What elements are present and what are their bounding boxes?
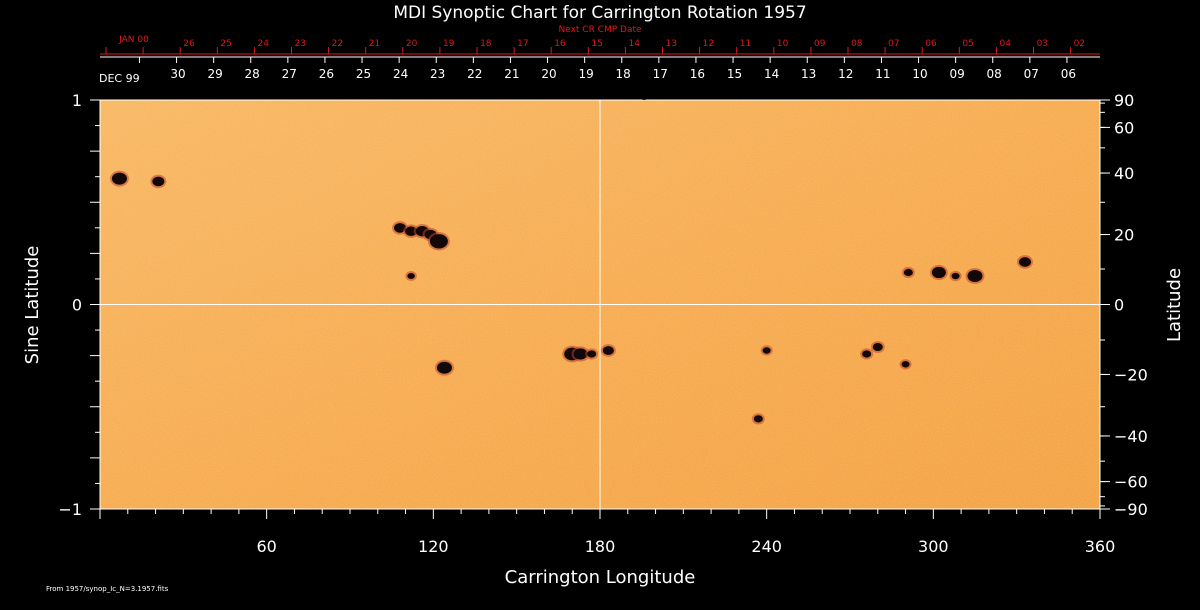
cmp-date-label: 23 [430,67,445,81]
cmp-date-label: 27 [282,67,297,81]
cmp-date-label: 16 [690,67,705,81]
black-axis-first-label: DEC 99 [99,72,140,85]
sunspot [762,347,771,354]
next-cr-date-label: 21 [369,39,380,49]
y-right-tick-label: 40 [1114,164,1134,183]
next-cr-date-label: 16 [554,39,566,49]
cmp-date-label: 06 [1061,67,1076,81]
cmp-date-label: 19 [578,67,593,81]
next-cr-date-label: 13 [666,39,677,49]
x-tick-label: 300 [918,537,949,556]
cmp-date-label: 18 [616,67,631,81]
next-cr-date-label: 08 [851,39,863,49]
cmp-date-label: 07 [1024,67,1039,81]
sunspot [573,348,588,360]
next-cr-date-label: 02 [1074,39,1085,49]
x-tick-label: 60 [256,537,276,556]
x-axis-label: Carrington Longitude [505,567,696,588]
cmp-date-label: 24 [393,67,408,81]
y-axis-right-label: Latitude [1164,268,1185,342]
cmp-date-label: 30 [170,67,185,81]
next-cr-date-label: 23 [295,39,306,49]
x-tick-label: 360 [1085,537,1116,556]
cmp-date-label: 20 [541,67,556,81]
y-right-tick-label: −20 [1114,365,1148,384]
sunspot [967,270,983,283]
cmp-date-label: 28 [245,67,260,81]
cmp-date-label: 08 [987,67,1002,81]
next-cr-date-label: 24 [257,39,269,49]
y-left-tick-label: 0 [72,296,82,315]
y-right-tick-label: 20 [1114,226,1134,245]
red-axis-caption: Next CR CMP Date [558,25,642,35]
next-cr-date-label: 11 [740,39,751,49]
sunspot [587,350,597,358]
y-right-tick-label: −60 [1114,473,1148,492]
cmp-date-label: 12 [838,67,853,81]
next-cr-date-label: 07 [888,39,899,49]
sunspot [394,223,406,233]
cmp-date-label: 29 [207,67,222,81]
y-right-tick-label: 90 [1114,91,1134,110]
cmp-date-label: 13 [801,67,816,81]
next-cr-date-label: 25 [220,39,231,49]
x-tick-label: 180 [585,537,616,556]
next-cr-date-label: 04 [999,39,1011,49]
next-cr-date-label: 06 [925,39,937,49]
next-cr-date-label: 09 [814,39,826,49]
cmp-date-label: 17 [653,67,668,81]
sunspot [405,226,418,237]
sunspot [152,176,165,187]
cmp-date-label: 21 [504,67,519,81]
sunspot [602,346,614,355]
x-tick-label: 240 [751,537,782,556]
y-axis-left-label: Sine Latitude [22,246,43,365]
cmp-date-label: 11 [875,67,890,81]
next-cr-date-label: 19 [443,39,455,49]
next-cr-date-label: 05 [962,39,973,49]
next-cr-date-label: 10 [777,39,789,49]
red-axis-first-label: JAN 00 [118,35,149,45]
sunspot [872,343,883,352]
y-right-tick-label: −40 [1114,427,1148,446]
next-cr-date-label: 17 [517,39,528,49]
y-right-tick-label: 60 [1114,118,1134,137]
cmp-date-label: 10 [912,67,927,81]
next-cr-date-label: 14 [628,39,640,49]
sunspot [901,361,910,368]
y-right-tick-label: 0 [1114,296,1124,315]
next-cr-date-label: 15 [591,39,602,49]
y-left-tick-label: 1 [72,91,82,110]
cmp-date-label: 26 [319,67,334,81]
next-cr-date-label: 20 [406,39,418,49]
chart-title: MDI Synoptic Chart for Carrington Rotati… [393,3,806,23]
sunspot [862,350,872,358]
cmp-date-label: 25 [356,67,371,81]
cmp-date-label: 15 [727,67,742,81]
cmp-date-label: 14 [764,67,779,81]
sunspot [931,266,946,279]
cmp-date-label: 22 [467,67,482,81]
x-tick-label: 120 [418,537,449,556]
sunspot [429,234,448,249]
sunspot [753,415,763,423]
sunspot [111,172,127,185]
sunspot [951,272,960,280]
sunspot [903,268,913,277]
next-cr-date-label: 22 [332,39,343,49]
cmp-date-label: 09 [949,67,964,81]
sunspot [407,273,415,280]
next-cr-date-label: 18 [480,39,492,49]
y-right-tick-label: −90 [1114,500,1148,519]
source-footnote: From 1957/synop_Ic_N=3.1957.fits [46,585,169,593]
sunspot [436,361,452,374]
next-cr-date-label: 26 [183,39,195,49]
cmp-caption: Central Meridian Passage Date [515,88,684,101]
next-cr-date-label: 03 [1037,39,1048,49]
next-cr-date-label: 12 [703,39,714,49]
sunspot [1019,257,1031,267]
y-left-tick-label: −1 [58,500,82,519]
